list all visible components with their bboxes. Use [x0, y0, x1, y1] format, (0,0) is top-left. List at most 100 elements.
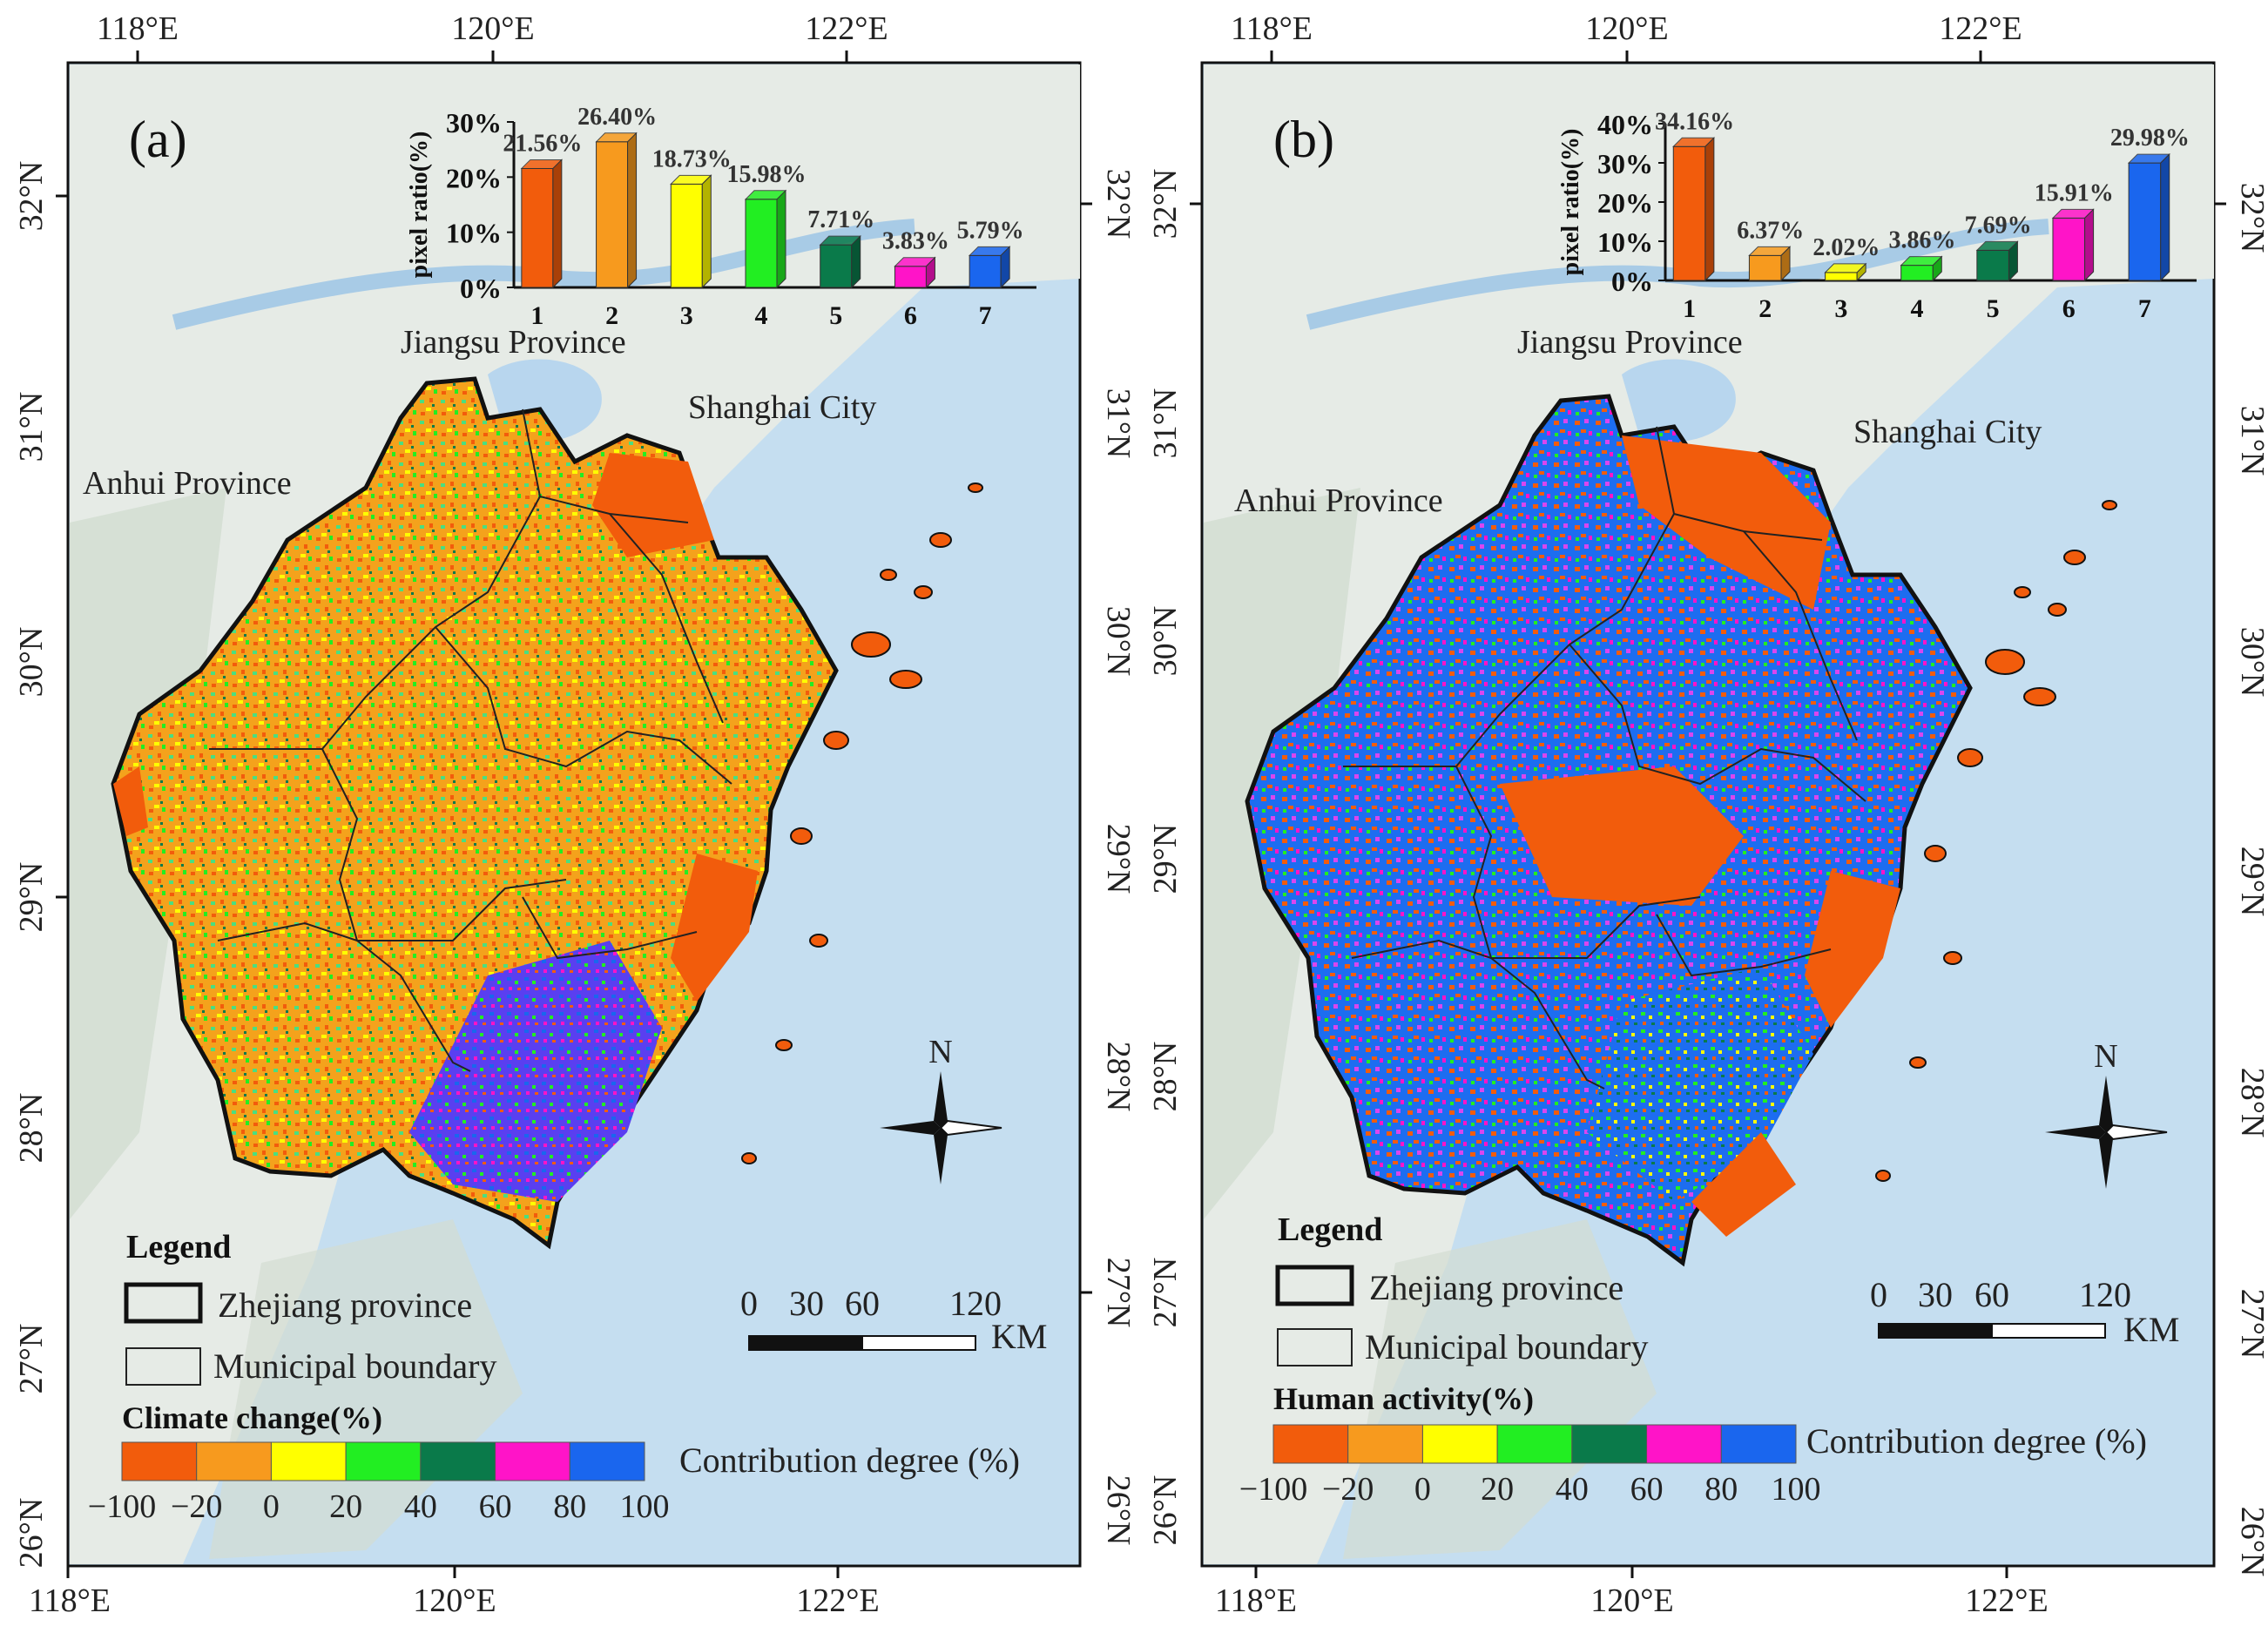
lon-label-bottom-120: 120°E	[413, 1582, 496, 1619]
legend-municipal-label: Municipal boundary	[213, 1346, 497, 1386]
bar-value-label-1: 34.16%	[1655, 108, 1734, 135]
place-jiangsu: Jiangsu Province	[1517, 324, 1743, 361]
y-tick-label: 30%	[446, 107, 502, 138]
bar-side-7	[1000, 246, 1010, 289]
lat-label-left-27: 27°N	[13, 1324, 50, 1394]
legend-province-label: Zhejiang province	[1369, 1268, 1623, 1307]
scale-tick-60: 60	[845, 1284, 880, 1323]
legend-municipal-swatch	[1277, 1328, 1353, 1366]
lon-label-top-120: 120°E	[1585, 10, 1668, 47]
legend-municipal-swatch	[125, 1347, 201, 1386]
lon-label-top-120: 120°E	[451, 10, 534, 47]
lat-label-left-31: 31°N	[1147, 388, 1184, 459]
bar-value-label-3: 18.73%	[652, 145, 732, 172]
orange-coast-south	[1691, 1132, 1796, 1237]
bar-3	[1825, 272, 1858, 281]
lat-label-left-31: 31°N	[13, 392, 50, 462]
north-label: N	[2094, 1038, 2117, 1075]
bar-side-5	[851, 234, 861, 289]
colorbar-tick-label: −20	[1322, 1471, 1374, 1508]
colorbar-tick-label: 100	[620, 1488, 670, 1525]
colorbar-title: Human activity(%)	[1273, 1381, 1534, 1416]
bar-side-5	[2008, 240, 2018, 282]
y-tick-label: 40%	[1597, 109, 1653, 140]
colorbar-swatch-4	[1496, 1424, 1573, 1464]
colorbar-swatch-7	[569, 1441, 645, 1481]
bar-value-label-7: 5.79%	[957, 217, 1024, 244]
lat-label-left-26: 26°N	[1147, 1475, 1184, 1546]
legend-municipal-label: Municipal boundary	[1365, 1327, 1649, 1366]
scale-bar: 0 30 60 120 KM	[740, 1284, 1047, 1356]
x-tick-label-3: 3	[1834, 294, 1847, 323]
panel-tag: (a)	[129, 111, 187, 168]
bar-value-label-7: 29.98%	[2110, 125, 2190, 152]
lat-label-left-30: 30°N	[1147, 606, 1184, 677]
islands	[741, 482, 983, 1164]
legend-province-swatch	[1275, 1265, 1354, 1306]
frame-ticks	[56, 51, 1092, 1578]
lat-label-right-27: 27°N	[1100, 1258, 1134, 1328]
colorbar-swatch-5	[420, 1441, 496, 1481]
lon-label-bottom-122: 122°E	[796, 1582, 879, 1619]
bar-1	[1672, 145, 1706, 281]
lat-label-right-29: 29°N	[2234, 847, 2268, 917]
scale-tick-0: 0	[740, 1284, 758, 1323]
x-tick-label-4: 4	[755, 301, 768, 330]
colorbar-tick-label: 80	[553, 1488, 586, 1525]
colorbar-tick-label: 80	[1704, 1471, 1738, 1508]
bar-6	[894, 266, 927, 288]
y-tick-label: 0%	[460, 273, 502, 304]
inset-bar-chart: 0% 10% 20% 30% 40% pixel ratio(%) 34.16% 1 6.37%…	[1557, 108, 2197, 323]
inset-bar-chart: 0% 10% 20% 30% pixel ratio(%) 21.56% 1 26.40% 2 1…	[406, 104, 1036, 330]
y-tick-label: 30%	[1597, 148, 1653, 179]
bar-side-6	[925, 256, 935, 289]
municipal-boundaries	[209, 408, 732, 1072]
place-anhui: Anhui Province	[83, 465, 292, 502]
lat-label-right-27: 27°N	[2234, 1289, 2268, 1360]
colorbar-swatch-3	[270, 1441, 347, 1481]
colorbar-swatch-5	[1571, 1424, 1648, 1464]
lat-label-left-28: 28°N	[13, 1093, 50, 1164]
x-tick-label-4: 4	[1911, 294, 1924, 323]
bar-value-label-1: 21.56%	[503, 130, 582, 157]
x-tick-label-1: 1	[1683, 294, 1696, 323]
blue-cluster-south	[409, 941, 662, 1202]
lon-label-bottom-120: 120°E	[1590, 1582, 1673, 1619]
bar-side-4	[1932, 255, 1942, 282]
orange-northeast	[592, 453, 714, 557]
bar-value-label-6: 3.83%	[882, 228, 949, 255]
y-tick-label: 20%	[1597, 187, 1653, 219]
lat-label-right-28: 28°N	[1100, 1042, 1134, 1112]
colorbar-caption: Contribution degree (%)	[679, 1441, 1020, 1480]
scale-unit: KM	[991, 1317, 1047, 1356]
colorbar-swatch-1	[1272, 1424, 1349, 1464]
bar-4	[745, 199, 778, 288]
colorbar-tick-label: 0	[1414, 1471, 1431, 1508]
lat-label-right-28: 28°N	[2234, 1068, 2268, 1138]
lon-label-top-122: 122°E	[805, 10, 888, 47]
scale-tick-30: 30	[789, 1284, 824, 1323]
lat-label-right-32: 32°N	[2234, 183, 2268, 253]
lat-label-left-32: 32°N	[13, 161, 50, 232]
colorbar-swatch-4	[345, 1441, 422, 1481]
bar-side-7	[2160, 152, 2170, 282]
colorbar: Human activity(%) Contribution degree (%…	[1239, 1381, 2147, 1508]
lat-label-left-29: 29°N	[1147, 824, 1184, 894]
bar-value-label-2: 26.40%	[577, 104, 657, 131]
colorbar-swatch-1	[121, 1441, 198, 1481]
bar-2	[1748, 254, 1782, 281]
bar-value-label-6: 15.91%	[2035, 179, 2114, 206]
lat-label-right-29: 29°N	[1100, 824, 1134, 894]
river-yangtze	[172, 219, 915, 330]
bar-value-label-5: 7.71%	[807, 206, 874, 233]
frame-ticks	[1190, 51, 2226, 1578]
map-panel-b: 118°E 120°E 122°E 118°E 120°E 122°E 32°N…	[1134, 0, 2268, 1633]
lon-label-bottom-118: 118°E	[1215, 1582, 1297, 1619]
orange-central	[1500, 766, 1744, 906]
y-axis-label: pixel ratio(%)	[1557, 129, 1584, 276]
orange-west	[113, 766, 148, 836]
panel-tag: (b)	[1273, 111, 1334, 168]
y-tick-label: 0%	[1611, 266, 1653, 297]
colorbar-tick-label: 0	[263, 1488, 280, 1525]
lat-label-right-32: 32°N	[1100, 169, 1134, 240]
